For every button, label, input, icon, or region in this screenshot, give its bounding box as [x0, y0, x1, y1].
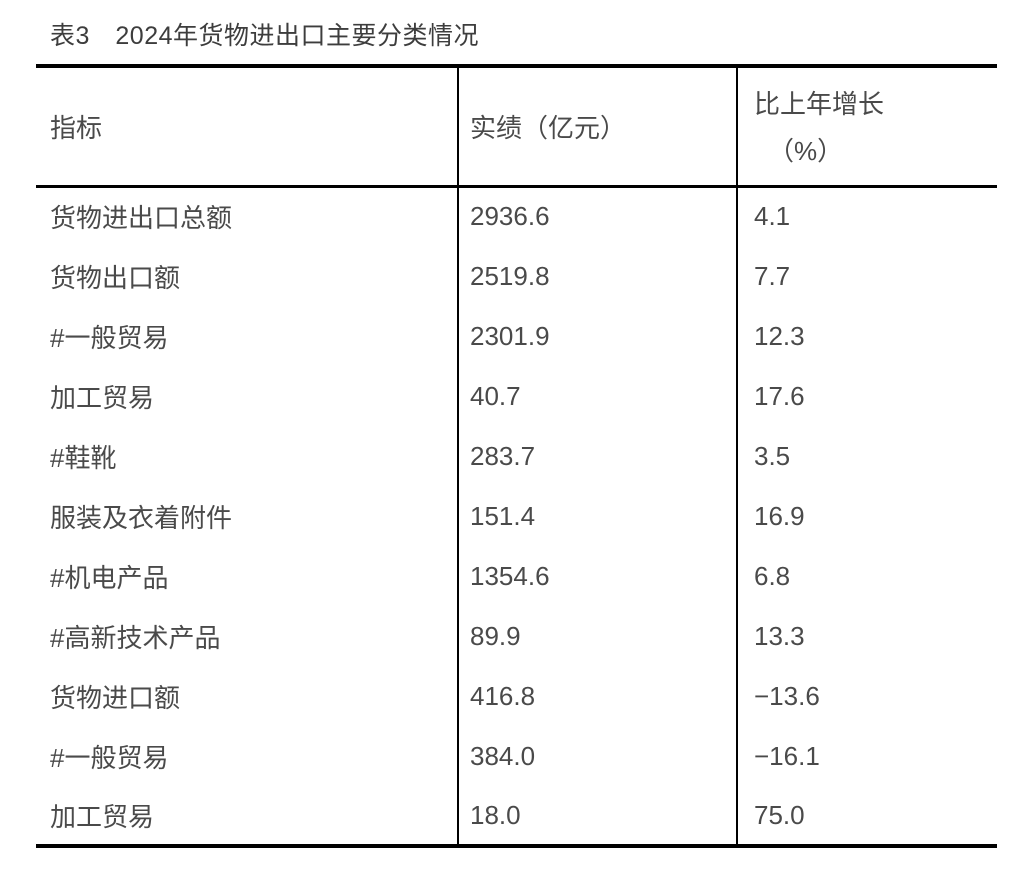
- cell-value: 283.7: [458, 426, 738, 486]
- cell-value: 416.8: [458, 666, 738, 726]
- col-header-value: 实绩（亿元）: [458, 66, 738, 186]
- cell-indicator: 货物进出口总额: [36, 186, 459, 246]
- table-row: #鞋靴 283.7 3.5: [36, 426, 997, 486]
- table-row: #一般贸易 384.0 −16.1: [36, 726, 997, 786]
- cell-indicator: 服装及衣着附件: [36, 486, 459, 546]
- cell-value: 151.4: [458, 486, 738, 546]
- table-row: 货物进出口总额 2936.6 4.1: [36, 186, 997, 246]
- cell-indicator: 货物出口额: [36, 246, 459, 306]
- col-header-growth: 比上年增长 （%）: [737, 66, 997, 186]
- cell-growth: 4.1: [754, 201, 791, 232]
- cell-value: 2936.6: [458, 186, 738, 246]
- cell-growth: 13.3: [754, 620, 805, 651]
- table-title: 表3 2024年货物进出口主要分类情况: [50, 22, 480, 50]
- cell-indicator: 加工贸易: [36, 366, 459, 426]
- cell-growth: −13.6: [754, 680, 820, 711]
- import-export-table: 指标 实绩（亿元） 比上年增长 （%） 货物进出口总额 2936.6 4.1 货物出口…: [36, 64, 997, 848]
- col-header-growth-line1: 比上年增长: [754, 89, 885, 120]
- table-row: 加工贸易 18.0 75.0: [36, 786, 997, 846]
- cell-indicator: #鞋靴: [36, 426, 459, 486]
- cell-indicator: 货物进口额: [36, 666, 459, 726]
- table-row: 货物出口额 2519.8 7.7: [36, 246, 997, 306]
- table-row: #高新技术产品 89.9 13.3: [36, 606, 997, 666]
- cell-value: 2519.8: [458, 246, 738, 306]
- cell-value: 89.9: [458, 606, 738, 666]
- cell-growth: 17.6: [754, 380, 805, 411]
- cell-growth: 75.0: [754, 799, 805, 830]
- cell-value: 384.0: [458, 726, 738, 786]
- cell-indicator: #高新技术产品: [36, 606, 459, 666]
- cell-value: 40.7: [458, 366, 738, 426]
- cell-growth: 6.8: [754, 560, 791, 591]
- cell-value: 2301.9: [458, 306, 738, 366]
- cell-value: 1354.6: [458, 546, 738, 606]
- table-row: 货物进口额 416.8 −13.6: [36, 666, 997, 726]
- cell-growth: 3.5: [754, 440, 791, 471]
- table-row: #一般贸易 2301.9 12.3: [36, 306, 997, 366]
- cell-growth: −16.1: [754, 740, 820, 771]
- table-row: #机电产品 1354.6 6.8: [36, 546, 997, 606]
- cell-indicator: #机电产品: [36, 546, 459, 606]
- col-header-growth-line2: （%）: [768, 136, 844, 167]
- table-row: 服装及衣着附件 151.4 16.9: [36, 486, 997, 546]
- cell-indicator: 加工贸易: [36, 786, 459, 846]
- col-header-indicator: 指标: [36, 66, 459, 186]
- cell-indicator: #一般贸易: [36, 306, 459, 366]
- cell-indicator: #一般贸易: [36, 726, 459, 786]
- cell-growth: 16.9: [754, 500, 805, 531]
- cell-value: 18.0: [458, 786, 738, 846]
- table-body: 货物进出口总额 2936.6 4.1 货物出口额 2519.8 7.7 #一般贸易 2301.…: [36, 186, 997, 846]
- table-header: 指标 实绩（亿元） 比上年增长 （%）: [36, 66, 997, 186]
- header-row: 指标 实绩（亿元） 比上年增长 （%）: [36, 66, 997, 186]
- cell-growth: 12.3: [754, 320, 805, 351]
- cell-growth: 7.7: [754, 260, 791, 291]
- table-row: 加工贸易 40.7 17.6: [36, 366, 997, 426]
